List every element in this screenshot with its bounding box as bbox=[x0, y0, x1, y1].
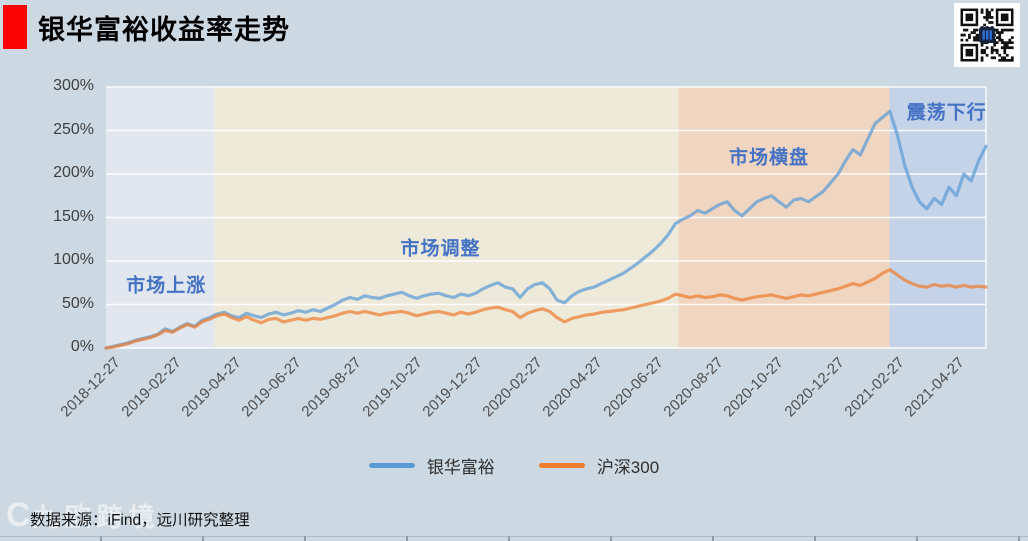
y-tick-label: 100% bbox=[53, 251, 94, 268]
legend-line-swatch bbox=[368, 463, 415, 468]
y-tick-label: 0% bbox=[70, 338, 94, 355]
legend-label: 银华富裕 bbox=[426, 458, 495, 477]
y-tick-label: 50% bbox=[61, 294, 94, 312]
legend-label: 沪深300 bbox=[596, 458, 660, 477]
page-title: 银华富裕收益率走势 bbox=[38, 15, 290, 45]
qr-code-pattern bbox=[958, 6, 1016, 64]
phase-label: 市场调整 bbox=[400, 238, 481, 260]
series-line-fund bbox=[104, 109, 988, 350]
y-tick-label: 200% bbox=[53, 164, 94, 181]
legend-line-swatch bbox=[538, 463, 585, 468]
legend-item-index: 沪深300 bbox=[538, 453, 660, 478]
watermark: C 九欧跨境 bbox=[6, 496, 161, 535]
phase-label: 市场上涨 bbox=[126, 275, 207, 297]
watermark-logo: C bbox=[6, 496, 31, 534]
y-tick-label: 250% bbox=[53, 120, 94, 138]
watermark-text: 九欧跨境 bbox=[32, 502, 161, 532]
phase-label: 市场横盘 bbox=[728, 147, 810, 169]
data-source-note: 数据来源：iFind，远川研究整理 bbox=[30, 512, 250, 529]
spreadsheet-gridline-artifact bbox=[0, 536, 1028, 541]
legend-item-fund: 银华富裕 bbox=[368, 453, 495, 478]
title-accent-block bbox=[3, 5, 27, 49]
y-tick-label: 300% bbox=[53, 77, 94, 94]
qr-code bbox=[954, 3, 1020, 67]
chart-legend: 银华富裕 沪深300 bbox=[0, 453, 1028, 478]
y-tick-label: 150% bbox=[53, 207, 94, 225]
series-line-index bbox=[104, 268, 988, 350]
chart-plot-area bbox=[104, 86, 988, 350]
phase-label: 震荡下行 bbox=[906, 102, 987, 124]
